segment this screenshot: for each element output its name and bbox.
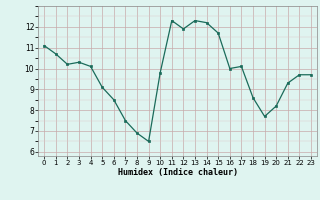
- X-axis label: Humidex (Indice chaleur): Humidex (Indice chaleur): [118, 168, 238, 177]
